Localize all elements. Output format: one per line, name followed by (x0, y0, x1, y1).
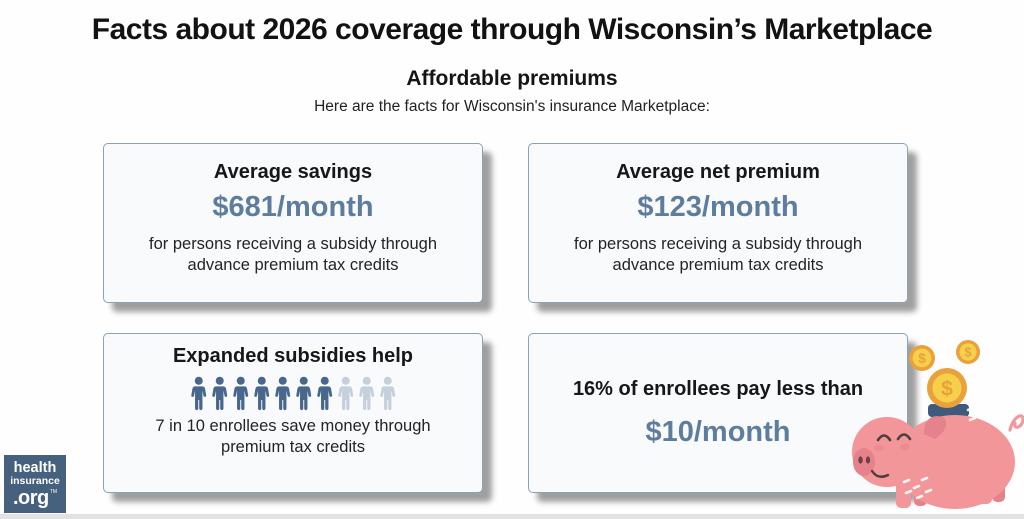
person-icon (380, 376, 395, 411)
pig-eyes (876, 433, 912, 442)
section-tagline: Here are the facts for Wisconsin's insur… (314, 98, 710, 115)
healthinsurance-org-logo: health insurance .org TM (4, 455, 66, 513)
pig-body (895, 415, 1015, 509)
coin-icon: $ (927, 368, 967, 408)
card-description: for persons receiving a subsidy through … (149, 235, 437, 275)
coin-slot (928, 404, 969, 417)
pig-smile (870, 469, 890, 478)
person-icon (233, 376, 248, 411)
card-title: Average savings (213, 161, 373, 183)
card-title: 16% of enrollees pay less than (572, 377, 864, 400)
card-pay-less-than: 16% of enrollees pay less than $10/month (528, 333, 908, 493)
card-value: $10/month (645, 415, 791, 448)
card-title: Expanded subsidies help (172, 345, 414, 367)
trademark-mark: TM (49, 488, 57, 495)
logo-text: health (13, 459, 57, 476)
page-title: Facts about 2026 coverage through Wiscon… (91, 13, 933, 46)
enrollee-icons-row (189, 374, 398, 413)
pig-tail (1008, 414, 1024, 432)
person-icon (212, 376, 227, 411)
person-icon (359, 376, 374, 411)
pig-snout (853, 448, 875, 476)
card-description: for persons receiving a subsidy through … (574, 235, 862, 275)
card-average-savings: Average savings $681/month for persons r… (103, 143, 483, 303)
svg-text:$: $ (918, 351, 926, 366)
person-icon (191, 376, 206, 411)
section-title: Affordable premiums (406, 67, 618, 90)
card-average-net-premium: Average net premium $123/month for perso… (528, 143, 908, 303)
footer-strip (0, 514, 1024, 519)
pig-speckles (902, 404, 990, 500)
logo-text: .org (12, 486, 49, 509)
piggy-bank-illustration: $ $ $ (852, 340, 1024, 509)
coin-icon: $ (956, 340, 980, 364)
pig-ear (924, 416, 947, 439)
svg-text:$: $ (941, 378, 953, 401)
logo-text: insurance (10, 475, 60, 487)
card-description: 7 in 10 enrollees save money through pre… (155, 417, 431, 457)
card-value: $123/month (637, 191, 799, 223)
card-expanded-subsidies: Expanded subsidies help 7 in 10 enrollee… (103, 333, 483, 493)
person-icon (275, 376, 290, 411)
coin-icon: $ (909, 345, 935, 371)
card-value: $681/month (212, 191, 374, 223)
pig-blush (874, 444, 884, 452)
person-icon (254, 376, 269, 411)
pig-blush (900, 443, 910, 451)
card-title: Average net premium (616, 161, 820, 183)
person-icon (296, 376, 311, 411)
person-icon (338, 376, 353, 411)
person-icon (317, 376, 332, 411)
svg-text:$: $ (965, 346, 972, 360)
